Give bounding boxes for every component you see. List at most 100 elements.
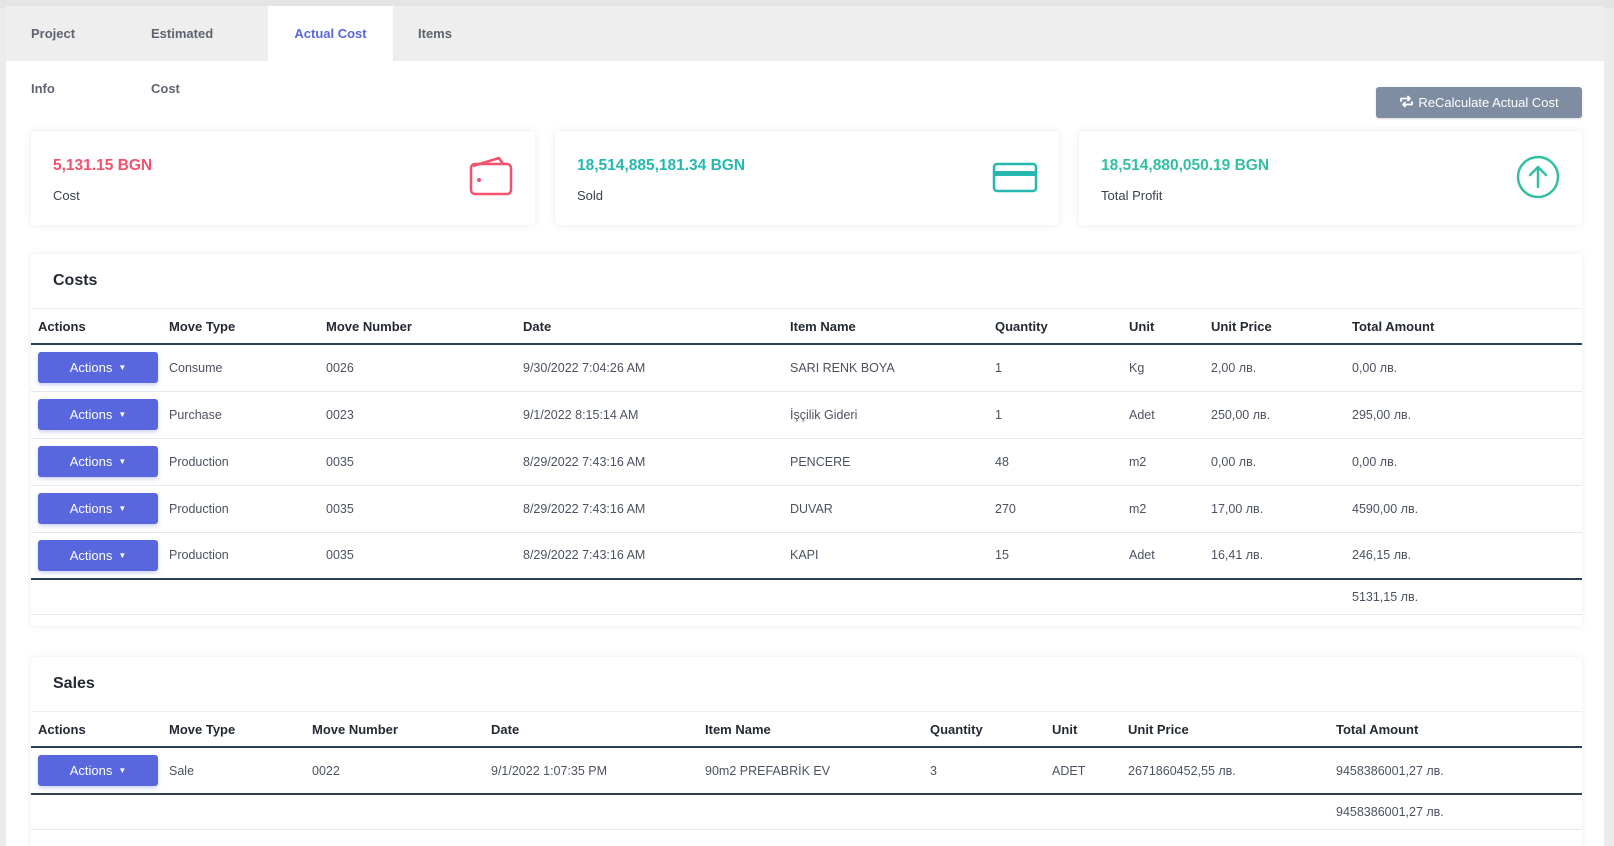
move-number-cell: 0035 (319, 532, 516, 580)
column-header: Item Name (783, 309, 988, 345)
column-header: Unit Price (1204, 309, 1345, 345)
move-number-cell: 0022 (305, 747, 484, 795)
date-cell: 9/1/2022 8:15:14 AM (516, 391, 783, 439)
quantity-cell: 15 (988, 532, 1122, 580)
sales-title: Sales (31, 657, 1582, 712)
column-header: Date (516, 309, 783, 345)
column-header: Date (484, 712, 698, 748)
unit-cell: m2 (1122, 485, 1204, 533)
date-cell: 8/29/2022 7:43:16 AM (516, 485, 783, 533)
unit-price-cell: 17,00 лв. (1204, 485, 1345, 533)
caret-down-icon: ▼ (118, 766, 127, 775)
tab-actual-cost[interactable]: Actual Cost (268, 6, 393, 61)
column-header: Move Number (319, 309, 516, 345)
date-cell: 8/29/2022 7:43:16 AM (516, 532, 783, 580)
sales-panel: Sales Actions Move Type Move Number Date… (31, 657, 1582, 846)
unit-cell: Adet (1122, 532, 1204, 580)
table-row: Actions ▼ Purchase 0023 9/1/2022 8:15:14 … (31, 391, 1582, 439)
tab-estimated-cost[interactable]: Estimated Cost (151, 26, 214, 96)
table-row: Actions ▼ Production 0035 8/29/2022 7:43:… (31, 438, 1582, 486)
total-amount-cell: 0,00 лв. (1345, 344, 1582, 392)
actions-label: Actions (69, 547, 113, 563)
sales-total-row: 9458386001,27 лв. (31, 793, 1582, 830)
sales-header-row: Actions Move Type Move Number Date Item … (31, 712, 1582, 748)
column-header: Actions (31, 712, 162, 748)
column-header: Unit (1045, 712, 1121, 748)
column-header: Total Amount (1345, 309, 1582, 345)
table-row: Actions ▼ Production 0035 8/29/2022 7:43:… (31, 532, 1582, 580)
tab-project-info[interactable]: Project Info (31, 26, 76, 96)
quantity-cell: 48 (988, 438, 1122, 486)
arrow-up-circle-icon (1514, 153, 1562, 201)
column-header: Unit Price (1121, 712, 1329, 748)
unit-price-cell: 2,00 лв. (1204, 344, 1345, 392)
actions-label: Actions (69, 763, 113, 778)
total-amount-cell: 9458386001,27 лв. (1329, 747, 1582, 795)
credit-card-icon (991, 153, 1039, 201)
costs-grand-total: 5131,15 лв. (1345, 578, 1582, 615)
top-strip (0, 0, 1614, 8)
sold-summary-card: 18,514,885,181.34 BGN Sold (555, 131, 1059, 225)
unit-price-cell: 0,00 лв. (1204, 438, 1345, 486)
date-cell: 9/1/2022 1:07:35 PM (484, 747, 698, 795)
profit-label: Total Profit (1101, 188, 1163, 203)
cost-summary-card: 5,131.15 BGN Cost (31, 131, 535, 225)
item-name-cell: 90m2 PREFABRİK EV (698, 747, 923, 795)
unit-cell: ADET (1045, 747, 1121, 795)
wallet-icon (467, 153, 515, 201)
costs-panel: Costs Actions Move Type Move Number Date… (31, 254, 1582, 626)
move-type-cell: Production (162, 485, 319, 533)
total-amount-cell: 0,00 лв. (1345, 438, 1582, 486)
unit-cell: Adet (1122, 391, 1204, 439)
actions-label: Actions (69, 360, 113, 376)
move-number-cell: 0023 (319, 391, 516, 439)
caret-down-icon: ▼ (118, 504, 127, 513)
costs-header-row: Actions Move Type Move Number Date Item … (31, 309, 1582, 345)
caret-down-icon: ▼ (118, 550, 127, 560)
tab-items[interactable]: Items (418, 26, 452, 41)
table-row: Actions ▼ Consume 0026 9/30/2022 7:04:26 … (31, 344, 1582, 392)
move-number-cell: 0035 (319, 438, 516, 486)
column-header: Move Type (162, 712, 305, 748)
column-header: Unit (1122, 309, 1204, 345)
actions-dropdown-button[interactable]: Actions ▼ (38, 539, 158, 571)
unit-price-cell: 16,41 лв. (1204, 532, 1345, 580)
actions-label: Actions (69, 407, 113, 422)
actions-label: Actions (69, 501, 113, 516)
item-name-cell: DUVAR (783, 485, 988, 533)
date-cell: 8/29/2022 7:43:16 AM (516, 438, 783, 486)
caret-down-icon: ▼ (118, 457, 127, 466)
move-type-cell: Consume (162, 344, 319, 392)
actions-dropdown-button[interactable]: Actions ▼ (38, 755, 158, 786)
table-row: Actions ▼ Production 0035 8/29/2022 7:43:… (31, 485, 1582, 533)
actions-dropdown-button[interactable]: Actions ▼ (38, 493, 158, 524)
column-header: Quantity (923, 712, 1045, 748)
item-name-cell: SARI RENK BOYA (783, 344, 988, 392)
move-number-cell: 0026 (319, 344, 516, 392)
sales-grand-total: 9458386001,27 лв. (1329, 793, 1582, 830)
unit-cell: m2 (1122, 438, 1204, 486)
actions-dropdown-button[interactable]: Actions ▼ (38, 399, 158, 430)
actions-dropdown-button[interactable]: Actions ▼ (38, 446, 158, 477)
unit-price-cell: 250,00 лв. (1204, 391, 1345, 439)
costs-total-row: 5131,15 лв. (31, 578, 1582, 615)
recalculate-actual-cost-button[interactable]: ReCalculate Actual Cost (1376, 87, 1582, 118)
sold-label: Sold (577, 188, 604, 203)
caret-down-icon: ▼ (118, 410, 127, 419)
cost-value: 5,131.15 BGN (53, 157, 153, 174)
unit-price-cell: 2671860452,55 лв. (1121, 747, 1329, 795)
move-type-cell: Sale (162, 747, 305, 795)
column-header: Item Name (698, 712, 923, 748)
item-name-cell: KAPI (783, 532, 988, 580)
total-amount-cell: 295,00 лв. (1345, 391, 1582, 439)
costs-title: Costs (31, 254, 1582, 309)
actions-dropdown-button[interactable]: Actions ▼ (38, 352, 158, 384)
sales-table: Actions Move Type Move Number Date Item … (31, 712, 1582, 830)
quantity-cell: 1 (988, 344, 1122, 392)
unit-cell: Kg (1122, 344, 1204, 392)
item-name-cell: PENCERE (783, 438, 988, 486)
column-header: Actions (31, 309, 162, 345)
move-type-cell: Production (162, 532, 319, 580)
actions-label: Actions (69, 454, 113, 469)
move-type-cell: Production (162, 438, 319, 486)
